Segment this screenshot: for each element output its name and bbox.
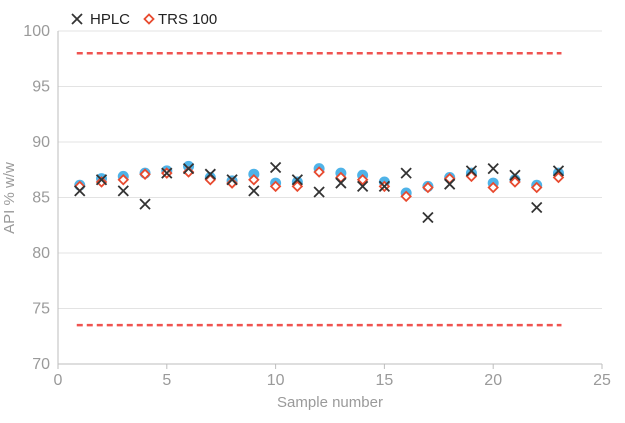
point-hplc-3 (117, 185, 129, 197)
point-hplc-4 (139, 198, 151, 210)
point-trs-100-10 (269, 180, 282, 193)
point-hplc-12 (313, 186, 325, 198)
point-hplc-6 (182, 163, 195, 175)
point-hplc-17 (422, 211, 434, 224)
grid-lines (58, 30, 602, 365)
point-hplc-10 (269, 161, 282, 174)
point-hplc-23 (552, 165, 565, 177)
point-hplc-15 (378, 180, 391, 193)
x-tick-label-25: 25 (593, 372, 611, 389)
y-tick-label-100: 100 (23, 23, 50, 40)
x-tick-label-0: 0 (54, 372, 63, 389)
point-hplc-16 (400, 167, 412, 179)
point-hplc-1 (74, 185, 86, 197)
point-trs-100-16 (400, 190, 412, 203)
point-trs-100-3 (117, 173, 130, 186)
legend-label-trs100: TRS 100 (158, 11, 217, 28)
point-hplc-9 (248, 185, 260, 197)
legend-marker-trs100 (143, 13, 155, 25)
point-trs-100-12 (313, 166, 325, 178)
x-axis-title: Sample number (277, 394, 383, 411)
x-tick-label-10: 10 (267, 372, 285, 389)
point-trs-100-4 (139, 168, 151, 180)
point-trs-100-21 (509, 176, 521, 188)
axes: 70 75 80 85 90 95 100 0 5 10 15 20 25 (23, 23, 611, 389)
limit-lines (76, 51, 562, 327)
point-hplc-8 (226, 174, 238, 186)
y-tick-label-90: 90 (32, 134, 50, 151)
y-axis-title: API % w/w (1, 162, 18, 234)
point-trs-100-23 (552, 171, 565, 184)
x-tick-label-20: 20 (484, 372, 502, 389)
point-hplc-13 (335, 177, 347, 189)
x-tick-label-5: 5 (162, 372, 171, 389)
y-tick-label-75: 75 (32, 301, 50, 318)
point-trs-100-9 (248, 173, 260, 186)
data-points (73, 160, 565, 224)
point-trs-100-20 (487, 181, 499, 194)
point-hplc-2 (95, 174, 108, 186)
y-tick-label-80: 80 (32, 245, 50, 262)
y-tick-label-70: 70 (32, 356, 50, 373)
legend-label-hplc: HPLC (90, 11, 130, 28)
point-hplc-19 (465, 165, 478, 177)
point-hplc-21 (509, 169, 521, 181)
point-hplc-18 (444, 178, 456, 190)
point-trs-100-2 (95, 176, 108, 188)
legend: HPLC TRS 100 (71, 11, 217, 28)
legend-marker-hplc (71, 13, 83, 25)
x-tick-label-15: 15 (376, 372, 394, 389)
point-hplc-7 (204, 168, 216, 180)
point-trs-100-17 (422, 181, 434, 194)
point-hplc-5 (161, 167, 173, 179)
point-hplc-20 (487, 163, 499, 175)
point-trs-100-14 (356, 173, 369, 186)
point-hplc-22 (531, 201, 543, 214)
point-trs-100-22 (530, 181, 543, 194)
y-tick-label-85: 85 (32, 190, 50, 207)
y-tick-label-95: 95 (32, 79, 50, 96)
point-hplc-11 (291, 174, 303, 186)
point-trs-100-11 (291, 180, 304, 193)
point-hplc-14 (357, 180, 369, 193)
